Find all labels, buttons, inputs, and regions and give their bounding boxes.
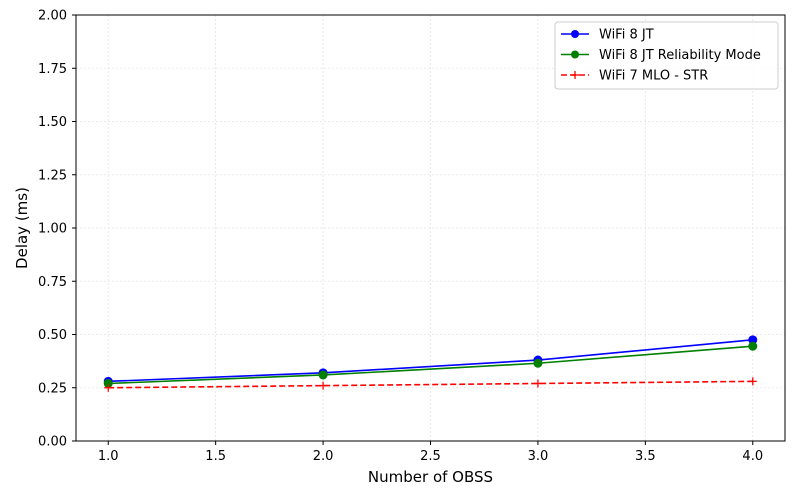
legend-marker [571, 30, 579, 38]
legend-item: WiFi 7 MLO - STR [561, 69, 708, 84]
y-tick-label: 2.00 [38, 9, 67, 24]
legend-marker [571, 50, 579, 59]
x-tick-label: 4.0 [742, 449, 763, 464]
data-point [319, 381, 328, 390]
series-line [108, 339, 753, 383]
y-tick-label: 0.75 [38, 275, 67, 290]
data-point [533, 358, 543, 368]
x-tick-label: 2.5 [420, 449, 441, 464]
legend-item: WiFi 8 JT Reliability Mode [561, 48, 761, 63]
legend-label: WiFi 8 JT [599, 28, 654, 43]
data-point [748, 377, 757, 386]
x-axis: 1.0 1.5 2.0 2.5 3.0 3.5 4.0 [98, 441, 763, 464]
y-tick-label: 1.00 [38, 222, 67, 237]
y-axis-label: Delay (ms) [13, 187, 31, 269]
data-point [748, 341, 758, 351]
legend-item: WiFi 8 JT [561, 28, 654, 43]
y-tick-label: 0.25 [38, 381, 67, 396]
grid [76, 14, 785, 442]
y-tick-label: 0.00 [38, 435, 67, 450]
x-tick-label: 1.0 [98, 449, 119, 464]
x-axis-label: Number of OBSS [368, 468, 493, 486]
data-point [533, 379, 542, 388]
x-tick-label: 2.0 [313, 449, 334, 464]
data-point [104, 383, 113, 392]
y-tick-label: 1.50 [38, 115, 67, 130]
data-point [318, 370, 328, 380]
x-tick-label: 3.5 [635, 449, 656, 464]
series-line [108, 345, 753, 385]
legend: WiFi 8 JT WiFi 8 JT Reliability Mode WiFi … [554, 21, 779, 90]
plot-series [103, 335, 758, 392]
y-tick-label: 1.75 [38, 62, 67, 77]
legend-label: WiFi 7 MLO - STR [599, 69, 708, 84]
legend-frame [554, 21, 779, 90]
legend-label: WiFi 8 JT Reliability Mode [599, 48, 761, 63]
y-tick-label: 0.50 [38, 328, 67, 343]
y-tick-label: 1.25 [38, 168, 67, 183]
legend-marker [571, 71, 579, 79]
y-axis: 0.00 0.25 0.50 0.75 1.00 1.25 1.50 1.75 2.00 [38, 9, 76, 450]
x-tick-label: 3.0 [528, 449, 549, 464]
x-tick-label: 1.5 [205, 449, 226, 464]
